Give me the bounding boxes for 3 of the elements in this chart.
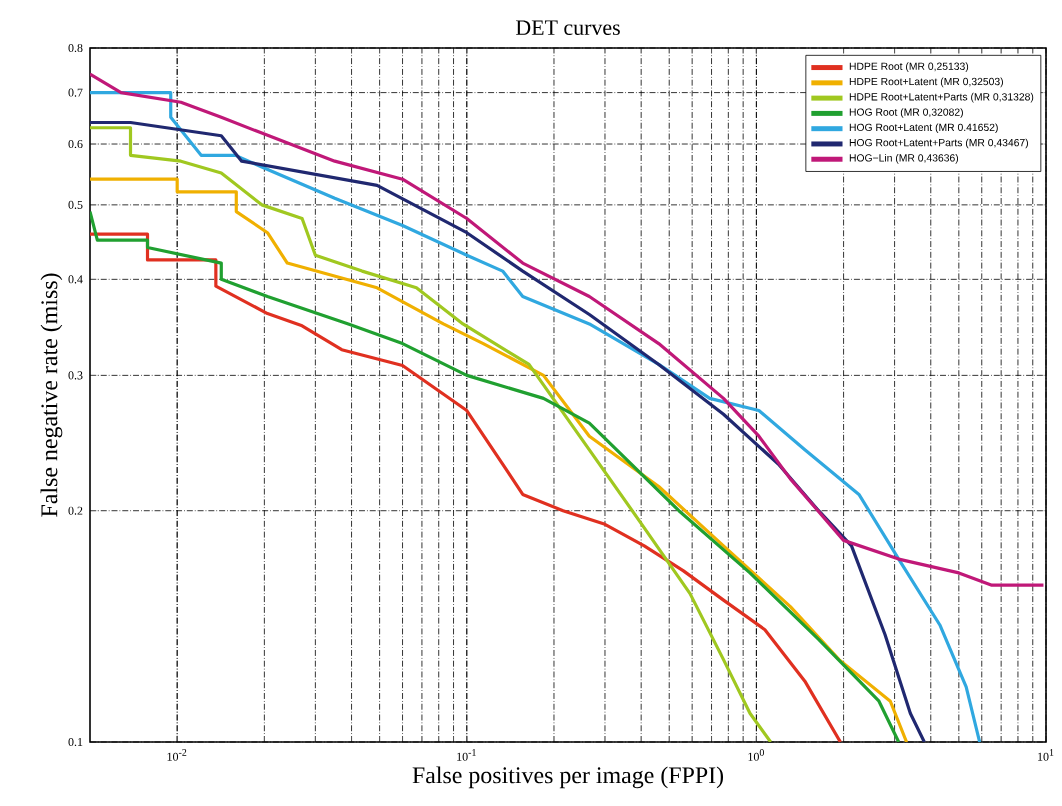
y-axis-title: False negative rate (miss) [40, 273, 63, 517]
chart-title: DET curves [515, 20, 620, 35]
x-axis-title: False positives per image (FPPI) [412, 766, 724, 789]
